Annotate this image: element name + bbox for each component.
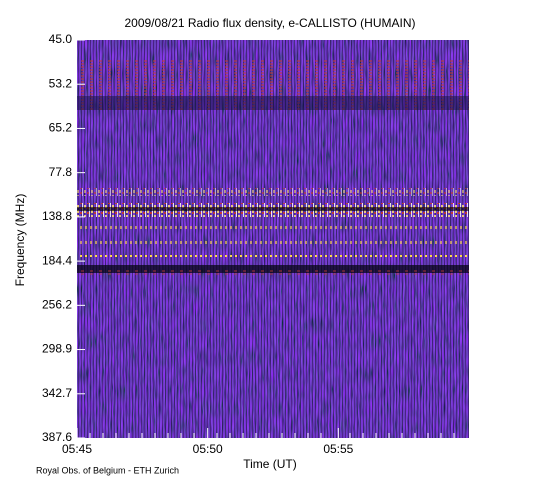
y-tick-label: 77.8 — [49, 165, 73, 179]
y-axis-label: Frequency (MHz) — [13, 194, 27, 287]
x-tick-label: 05:45 — [62, 442, 92, 456]
y-tick-label: 53.2 — [49, 76, 73, 90]
x-tick-label: 05:50 — [193, 442, 223, 456]
y-tick-label: 138.8 — [42, 209, 72, 223]
y-tick-label: 342.7 — [42, 386, 72, 400]
y-tick-label: 45.0 — [49, 32, 73, 46]
y-tick-label: 184.4 — [42, 253, 72, 267]
y-tick-label: 387.6 — [42, 430, 72, 444]
chart-title: 2009/08/21 Radio flux density, e-CALLIST… — [124, 16, 415, 30]
x-tick-label: 05:55 — [323, 442, 353, 456]
spectrogram — [77, 40, 469, 438]
x-axis-label: Time (UT) — [243, 457, 297, 471]
y-tick-label: 65.2 — [49, 121, 73, 135]
minor-ticks — [89, 433, 455, 438]
y-tick-label: 298.9 — [42, 342, 72, 356]
footer: Royal Obs. of Belgium - ETH Zurich — [36, 465, 179, 475]
y-tick-label: 256.2 — [42, 298, 72, 312]
